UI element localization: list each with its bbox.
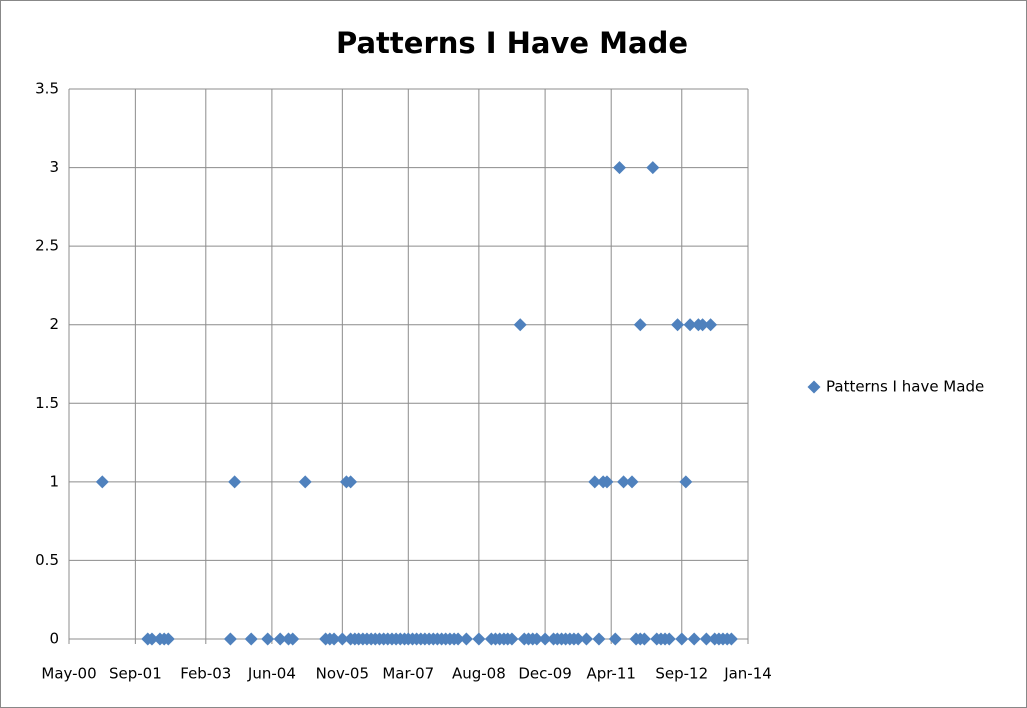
y-tick-label: 1 bbox=[49, 472, 59, 490]
y-tick-label: 2 bbox=[49, 315, 59, 333]
y-tick-label: 0 bbox=[49, 630, 59, 648]
x-tick-label: Jun-04 bbox=[247, 665, 296, 683]
point bbox=[228, 475, 242, 489]
point bbox=[633, 318, 647, 332]
point bbox=[608, 632, 622, 646]
point bbox=[679, 475, 693, 489]
y-tick-label: 2.5 bbox=[35, 237, 59, 255]
point bbox=[530, 632, 544, 646]
point bbox=[145, 632, 159, 646]
point bbox=[298, 475, 312, 489]
point bbox=[687, 632, 701, 646]
x-tick-label: Mar-07 bbox=[382, 665, 434, 683]
point bbox=[327, 632, 341, 646]
x-tick-label: Sep-12 bbox=[655, 665, 708, 683]
point bbox=[472, 632, 486, 646]
y-tick-label: 0.5 bbox=[35, 551, 59, 569]
x-tick-label: Jan-14 bbox=[723, 665, 772, 683]
x-tick-label: May-00 bbox=[41, 665, 96, 683]
point bbox=[161, 632, 175, 646]
legend-label: Patterns I have Made bbox=[826, 378, 984, 396]
point bbox=[579, 632, 593, 646]
y-tick-label: 3 bbox=[49, 158, 59, 176]
point bbox=[696, 318, 710, 332]
x-tick-label: Aug-08 bbox=[452, 665, 506, 683]
point bbox=[335, 632, 349, 646]
point bbox=[646, 161, 660, 175]
point bbox=[699, 632, 713, 646]
point bbox=[671, 318, 685, 332]
x-tick-label: Dec-09 bbox=[518, 665, 572, 683]
point bbox=[612, 161, 626, 175]
x-tick-label: Nov-05 bbox=[316, 665, 369, 683]
point bbox=[600, 475, 614, 489]
point bbox=[592, 632, 606, 646]
point bbox=[95, 475, 109, 489]
y-tick-label: 1.5 bbox=[35, 394, 59, 412]
point bbox=[724, 632, 738, 646]
point bbox=[344, 475, 358, 489]
point bbox=[244, 632, 258, 646]
point bbox=[505, 632, 519, 646]
point bbox=[286, 632, 300, 646]
point bbox=[662, 632, 676, 646]
point bbox=[273, 632, 287, 646]
point bbox=[683, 318, 697, 332]
point bbox=[675, 632, 689, 646]
point bbox=[223, 632, 237, 646]
point bbox=[617, 475, 631, 489]
point bbox=[571, 632, 585, 646]
point bbox=[451, 632, 465, 646]
point bbox=[538, 632, 552, 646]
point bbox=[459, 632, 473, 646]
chart-title: Patterns I Have Made bbox=[336, 26, 688, 60]
x-tick-label: Feb-03 bbox=[180, 665, 231, 683]
point bbox=[513, 318, 527, 332]
y-tick-label: 3.5 bbox=[35, 80, 59, 98]
legend-marker bbox=[807, 380, 821, 394]
point bbox=[588, 475, 602, 489]
point bbox=[261, 632, 275, 646]
point bbox=[625, 475, 639, 489]
point bbox=[704, 318, 718, 332]
point bbox=[637, 632, 651, 646]
x-tick-label: Apr-11 bbox=[586, 665, 636, 683]
x-tick-label: Sep-01 bbox=[109, 665, 162, 683]
